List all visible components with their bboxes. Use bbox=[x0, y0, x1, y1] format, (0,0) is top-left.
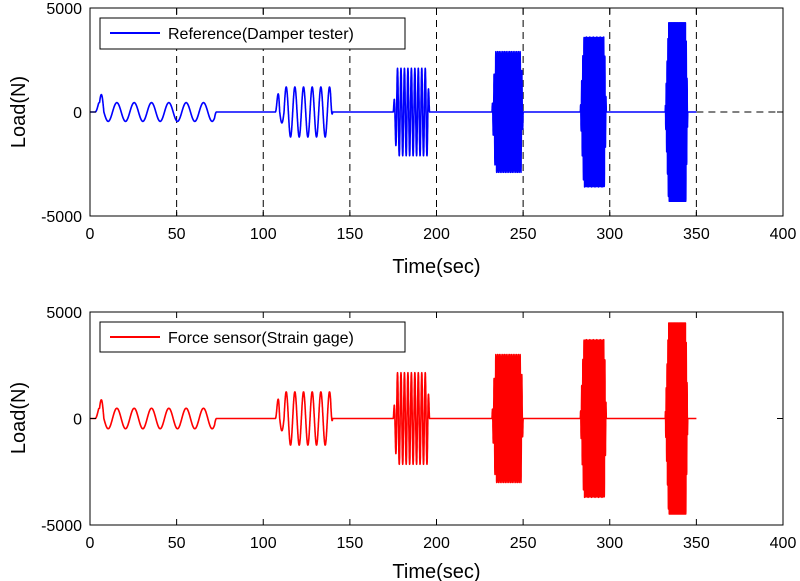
x-tick-label: 200 bbox=[423, 226, 450, 243]
series-layer bbox=[90, 22, 697, 202]
x-tick-label: 350 bbox=[683, 226, 710, 243]
x-tick-label: 300 bbox=[596, 226, 623, 243]
x-axis-label: Time(sec) bbox=[392, 561, 480, 581]
x-tick-label: 150 bbox=[337, 226, 364, 243]
series-line bbox=[90, 322, 697, 515]
legend-label: Force sensor(Strain gage) bbox=[168, 330, 354, 347]
x-tick-label: 50 bbox=[168, 226, 186, 243]
x-tick-label: 100 bbox=[250, 226, 277, 243]
legend: Reference(Damper tester) bbox=[99, 17, 406, 50]
y-axis-label: Load(N) bbox=[8, 382, 30, 454]
x-tick-label: 50 bbox=[168, 535, 186, 552]
y-axis-label: Load(N) bbox=[8, 76, 30, 148]
x-axis-label: Time(sec) bbox=[392, 256, 480, 278]
legend: Force sensor(Strain gage) bbox=[99, 321, 406, 353]
grid-lines bbox=[176, 8, 783, 216]
x-tick-label: 400 bbox=[770, 535, 797, 552]
x-tick-label: 150 bbox=[337, 535, 364, 552]
x-tick-label: 0 bbox=[86, 226, 95, 243]
x-tick-label: 300 bbox=[596, 535, 623, 552]
y-tick-label: 0 bbox=[73, 412, 82, 429]
y-tick-label: 5000 bbox=[46, 305, 82, 322]
x-tick-label: 400 bbox=[770, 226, 797, 243]
y-tick-label: -5000 bbox=[41, 209, 82, 226]
series-layer bbox=[90, 322, 697, 515]
x-tick-label: 250 bbox=[510, 535, 537, 552]
y-tick-label: -5000 bbox=[41, 518, 82, 535]
x-tick-label: 0 bbox=[86, 535, 95, 552]
series-line bbox=[90, 22, 697, 202]
y-tick-label: 0 bbox=[73, 105, 82, 122]
x-tick-label: 200 bbox=[423, 535, 450, 552]
x-tick-label: 100 bbox=[250, 535, 277, 552]
x-tick-label: 250 bbox=[510, 226, 537, 243]
y-tick-label: 5000 bbox=[46, 1, 82, 18]
x-tick-label: 350 bbox=[683, 535, 710, 552]
legend-label: Reference(Damper tester) bbox=[168, 26, 354, 43]
